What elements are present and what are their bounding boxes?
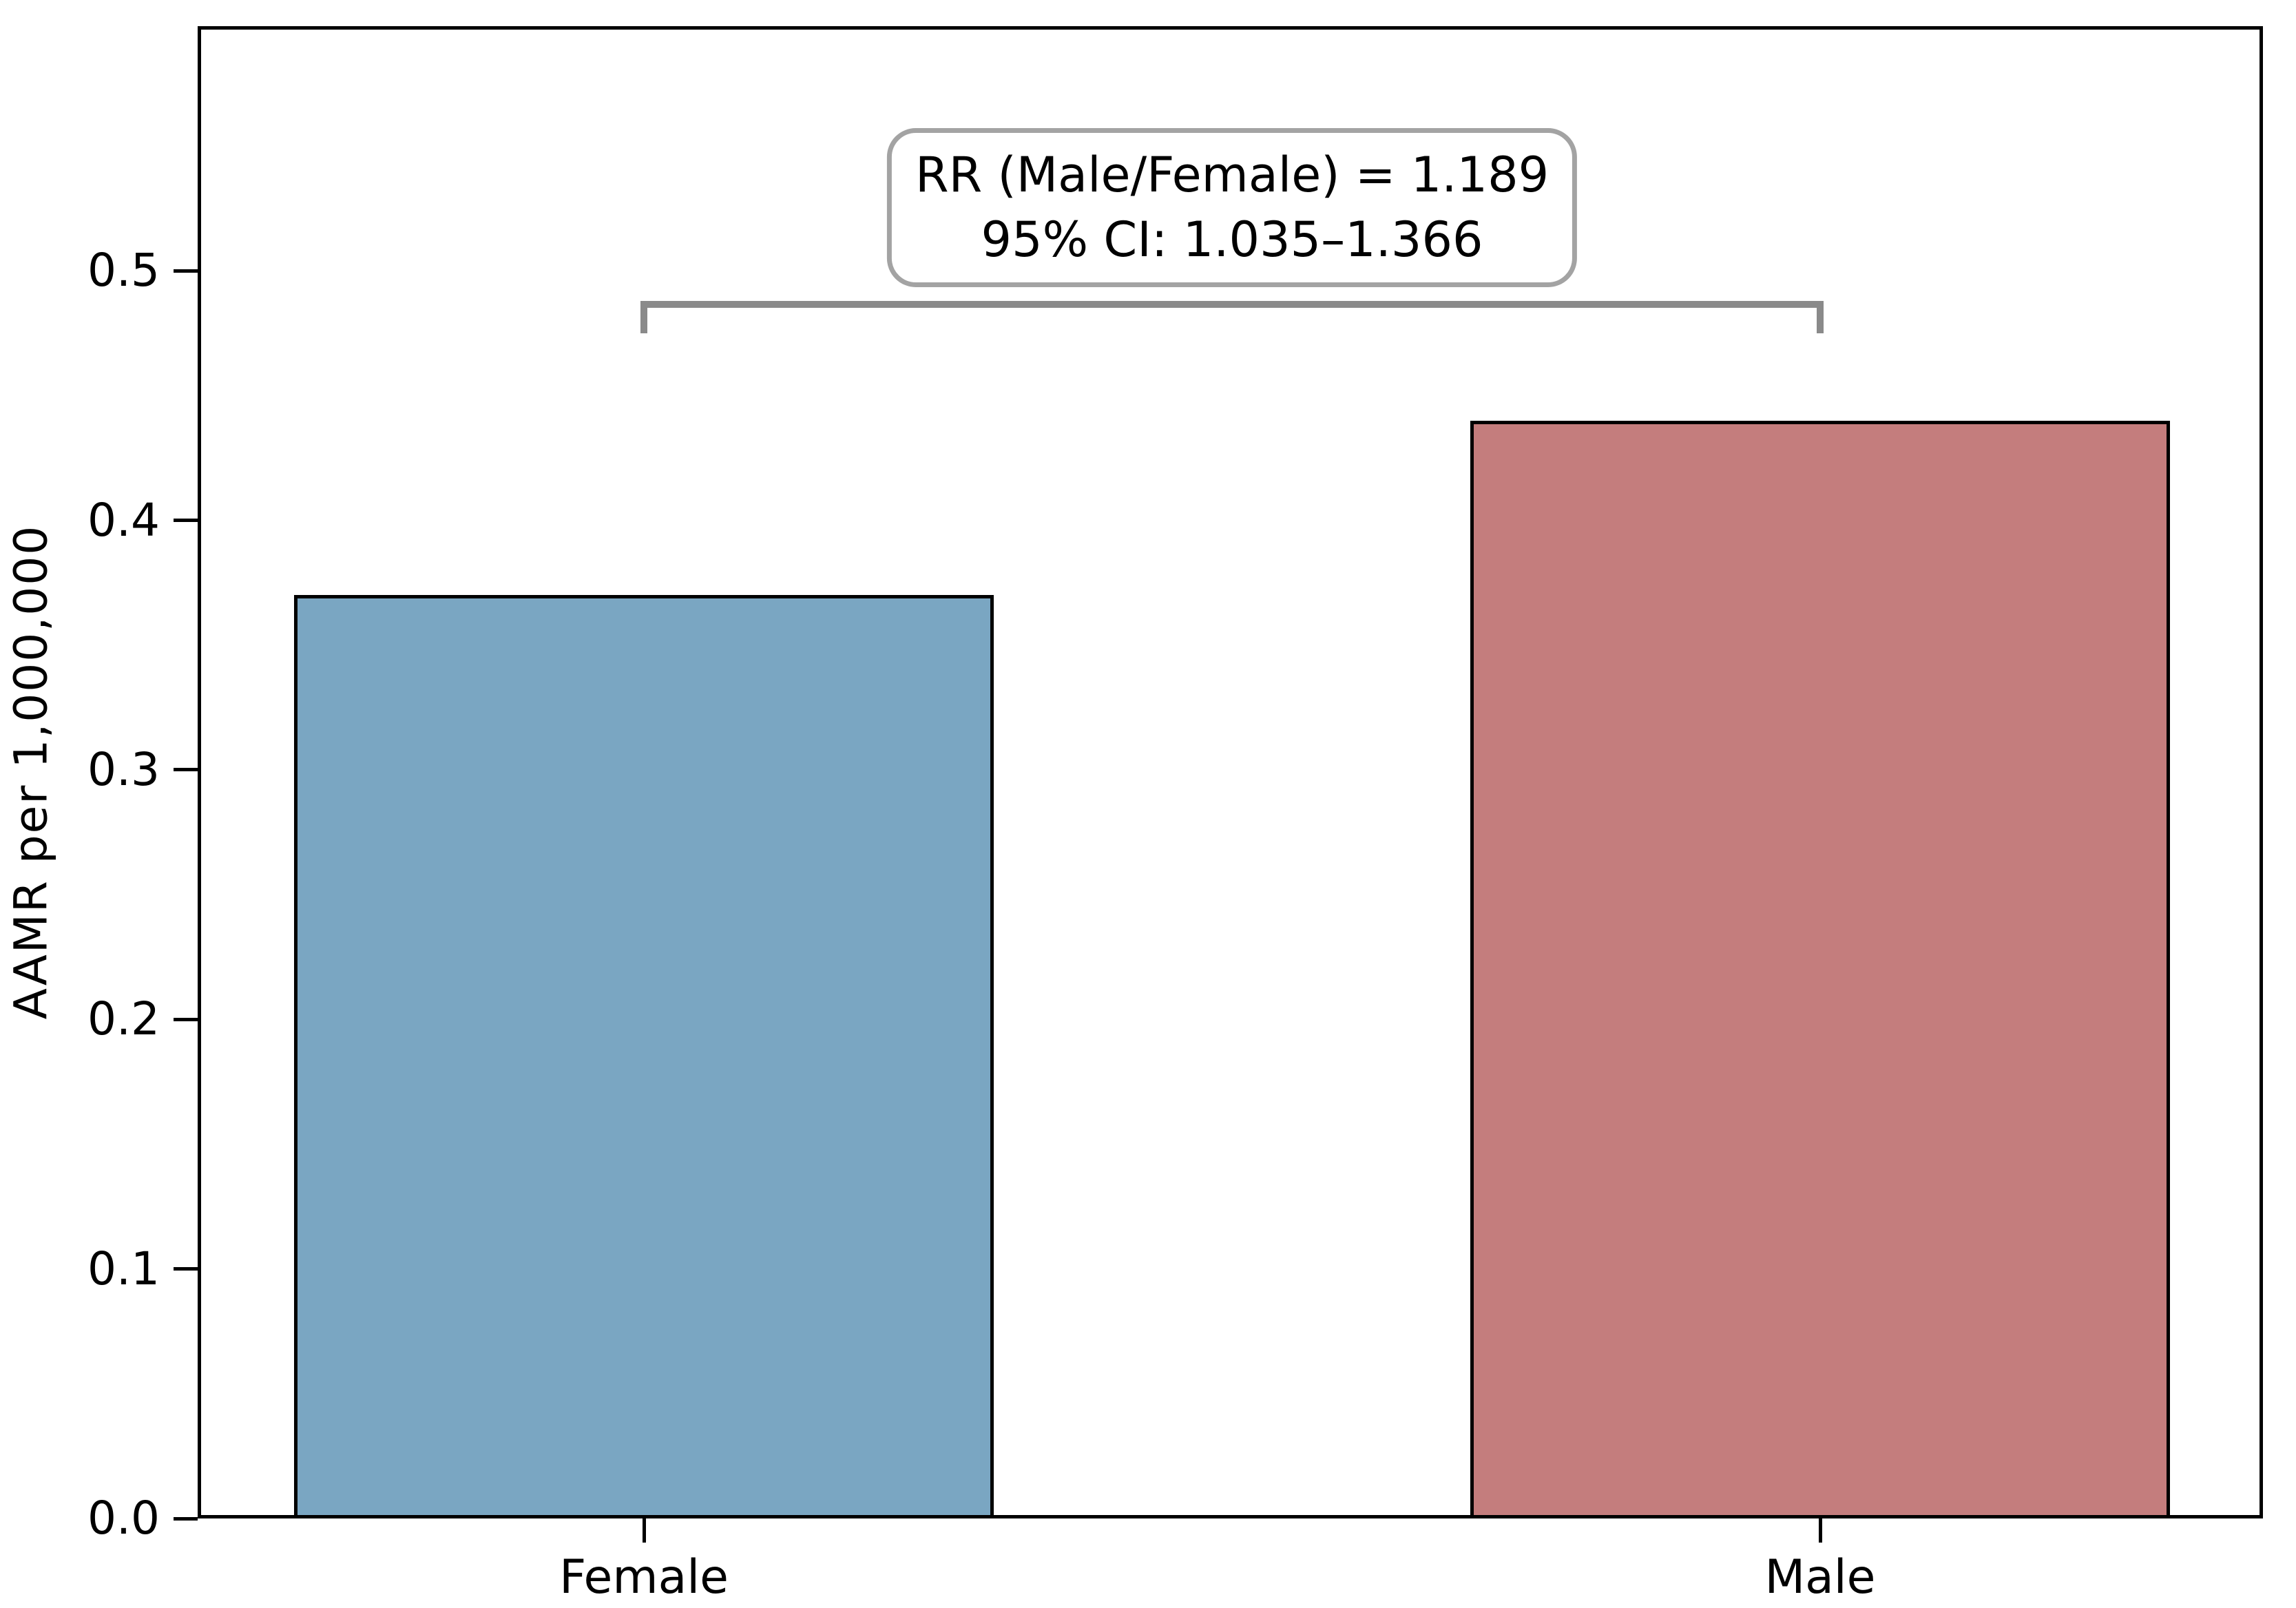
ytick-mark-0.1 bbox=[174, 1267, 198, 1271]
bar-female bbox=[294, 595, 994, 1518]
ytick-label-0.4: 0.4 bbox=[87, 493, 160, 547]
ytick-label-0.1: 0.1 bbox=[87, 1242, 160, 1295]
bar-male bbox=[1470, 420, 2171, 1518]
xtick-label-female: Female bbox=[559, 1550, 729, 1605]
ytick-label-0.3: 0.3 bbox=[87, 742, 160, 796]
ytick-mark-0.5 bbox=[174, 269, 198, 273]
xtick-mark-female bbox=[642, 1518, 646, 1543]
ytick-mark-0.4 bbox=[174, 519, 198, 522]
xtick-label-male: Male bbox=[1764, 1550, 1876, 1605]
plot-area: 0.0 0.1 0.2 0.3 0.4 0.5 Female Male RR (Male/F… bbox=[87, 26, 2263, 1601]
significance-bracket bbox=[640, 300, 1824, 333]
ytick-label-0.0: 0.0 bbox=[87, 1492, 160, 1545]
ytick-label-0.2: 0.2 bbox=[87, 992, 160, 1046]
ytick-mark-0.3 bbox=[174, 768, 198, 772]
rr-annotation-line2: 95% CI: 1.035–1.366 bbox=[981, 211, 1483, 269]
rr-annotation-box: RR (Male/Female) = 1.189 95% CI: 1.035–1… bbox=[886, 127, 1578, 287]
xtick-mark-male bbox=[1818, 1518, 1822, 1543]
ytick-mark-0.0 bbox=[174, 1516, 198, 1521]
ytick-label-0.5: 0.5 bbox=[87, 244, 160, 297]
ytick-mark-0.2 bbox=[174, 1017, 198, 1021]
rr-annotation-line1: RR (Male/Female) = 1.189 bbox=[915, 146, 1549, 203]
